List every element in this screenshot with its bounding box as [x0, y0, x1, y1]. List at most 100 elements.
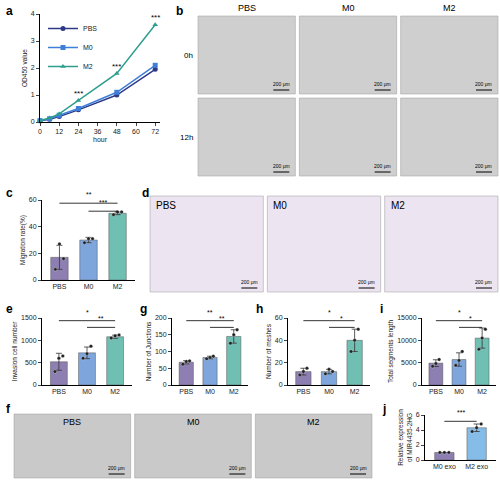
svg-text:M0: M0 — [82, 388, 92, 395]
svg-text:M0: M0 — [454, 388, 464, 395]
svg-text:M2: M2 — [477, 388, 487, 395]
svg-text:200: 200 — [155, 314, 167, 321]
svg-text:150: 150 — [155, 331, 167, 338]
svg-text:PBS: PBS — [296, 388, 310, 395]
svg-text:3: 3 — [31, 37, 35, 44]
svg-text:60: 60 — [29, 196, 37, 203]
svg-text:200 μm: 200 μm — [273, 163, 290, 169]
svg-text:Total segments length: Total segments length — [387, 320, 395, 384]
svg-text:0: 0 — [279, 381, 283, 388]
svg-text:h: h — [256, 302, 263, 316]
svg-text:Number of Junctions: Number of Junctions — [145, 321, 152, 381]
svg-text:***: *** — [151, 13, 160, 22]
svg-text:0: 0 — [31, 118, 35, 125]
svg-text:0: 0 — [33, 276, 37, 283]
svg-text:M0: M0 — [324, 388, 334, 395]
svg-text:PBS: PBS — [63, 417, 81, 427]
svg-text:4: 4 — [416, 426, 420, 433]
svg-text:M0: M0 — [273, 200, 287, 211]
svg-text:200 μm: 200 μm — [475, 81, 492, 87]
svg-text:200 μm: 200 μm — [475, 279, 492, 285]
svg-text:0: 0 — [33, 381, 37, 388]
svg-text:200 μm: 200 μm — [350, 465, 367, 471]
svg-text:**: ** — [207, 309, 213, 316]
svg-text:M2: M2 — [83, 63, 93, 70]
svg-text:*: * — [469, 315, 472, 322]
svg-text:PBS: PBS — [52, 388, 66, 395]
svg-text:M2: M2 — [350, 388, 360, 395]
svg-text:PBS: PBS — [238, 3, 256, 13]
svg-text:0: 0 — [413, 381, 417, 388]
svg-text:24: 24 — [75, 128, 83, 135]
svg-text:a: a — [6, 4, 13, 18]
svg-text:***: *** — [112, 62, 121, 71]
svg-text:0: 0 — [163, 381, 167, 388]
svg-text:12: 12 — [55, 128, 63, 135]
svg-text:***: *** — [99, 199, 107, 206]
svg-text:2: 2 — [31, 64, 35, 71]
svg-text:60: 60 — [132, 128, 140, 135]
svg-text:M2: M2 — [391, 200, 405, 211]
svg-text:50: 50 — [159, 365, 167, 372]
svg-text:100: 100 — [155, 348, 167, 355]
svg-text:0: 0 — [416, 456, 420, 463]
svg-text:***: *** — [74, 89, 83, 98]
svg-text:M2 exo: M2 exo — [465, 463, 488, 470]
svg-text:10000: 10000 — [397, 337, 417, 344]
svg-text:j: j — [382, 402, 386, 416]
svg-text:c: c — [6, 186, 13, 200]
svg-text:200 μm: 200 μm — [374, 163, 391, 169]
svg-text:1500: 1500 — [21, 314, 37, 321]
svg-text:5000: 5000 — [401, 359, 417, 366]
svg-text:Invasion cell number: Invasion cell number — [11, 321, 18, 381]
svg-text:200 μm: 200 μm — [108, 465, 125, 471]
svg-text:M2: M2 — [443, 3, 456, 13]
svg-text:PBS: PBS — [52, 283, 66, 290]
svg-text:Migration rate(%): Migration rate(%) — [19, 215, 27, 265]
svg-text:36: 36 — [94, 128, 102, 135]
svg-text:d: d — [142, 186, 149, 200]
svg-text:f: f — [6, 402, 11, 416]
svg-text:500: 500 — [25, 359, 37, 366]
svg-text:***: *** — [457, 409, 465, 416]
svg-text:200 μm: 200 μm — [229, 465, 246, 471]
svg-text:72: 72 — [151, 128, 159, 135]
svg-text:M0: M0 — [84, 283, 94, 290]
svg-text:0h: 0h — [184, 51, 193, 60]
svg-text:*: * — [458, 309, 461, 316]
svg-text:Relative expressionof MIR4435-: Relative expressionof MIR4435-2HG — [397, 409, 412, 466]
svg-text:PBS: PBS — [83, 25, 97, 32]
svg-text:2: 2 — [416, 441, 420, 448]
svg-text:M0: M0 — [205, 388, 215, 395]
svg-text:20: 20 — [275, 359, 283, 366]
svg-text:PBS: PBS — [429, 388, 443, 395]
svg-text:*: * — [328, 309, 331, 316]
svg-text:M2: M2 — [113, 283, 123, 290]
svg-text:60: 60 — [275, 314, 283, 321]
svg-text:**: ** — [219, 315, 225, 322]
svg-text:M0: M0 — [342, 3, 355, 13]
svg-text:40: 40 — [29, 223, 37, 230]
svg-text:**: ** — [98, 315, 104, 322]
svg-text:4: 4 — [31, 10, 35, 17]
svg-text:200 μm: 200 μm — [374, 81, 391, 87]
svg-text:M0 exo: M0 exo — [433, 463, 456, 470]
svg-text:*: * — [86, 309, 89, 316]
svg-text:g: g — [140, 302, 147, 316]
svg-text:M2: M2 — [229, 388, 239, 395]
svg-text:200 μm: 200 μm — [241, 279, 258, 285]
svg-text:i: i — [380, 302, 383, 316]
svg-text:Number of meshes: Number of meshes — [265, 323, 272, 379]
svg-text:200 μm: 200 μm — [273, 81, 290, 87]
svg-text:**: ** — [86, 191, 92, 198]
svg-text:M2: M2 — [110, 388, 120, 395]
svg-text:M2: M2 — [307, 417, 320, 427]
svg-text:hour: hour — [93, 136, 108, 143]
svg-text:1: 1 — [31, 91, 35, 98]
svg-text:12h: 12h — [180, 133, 193, 142]
svg-text:OD450 value: OD450 value — [21, 49, 28, 87]
svg-text:e: e — [6, 302, 13, 316]
svg-text:M0: M0 — [187, 417, 200, 427]
svg-text:PBS: PBS — [179, 388, 193, 395]
svg-text:M0: M0 — [83, 44, 93, 51]
